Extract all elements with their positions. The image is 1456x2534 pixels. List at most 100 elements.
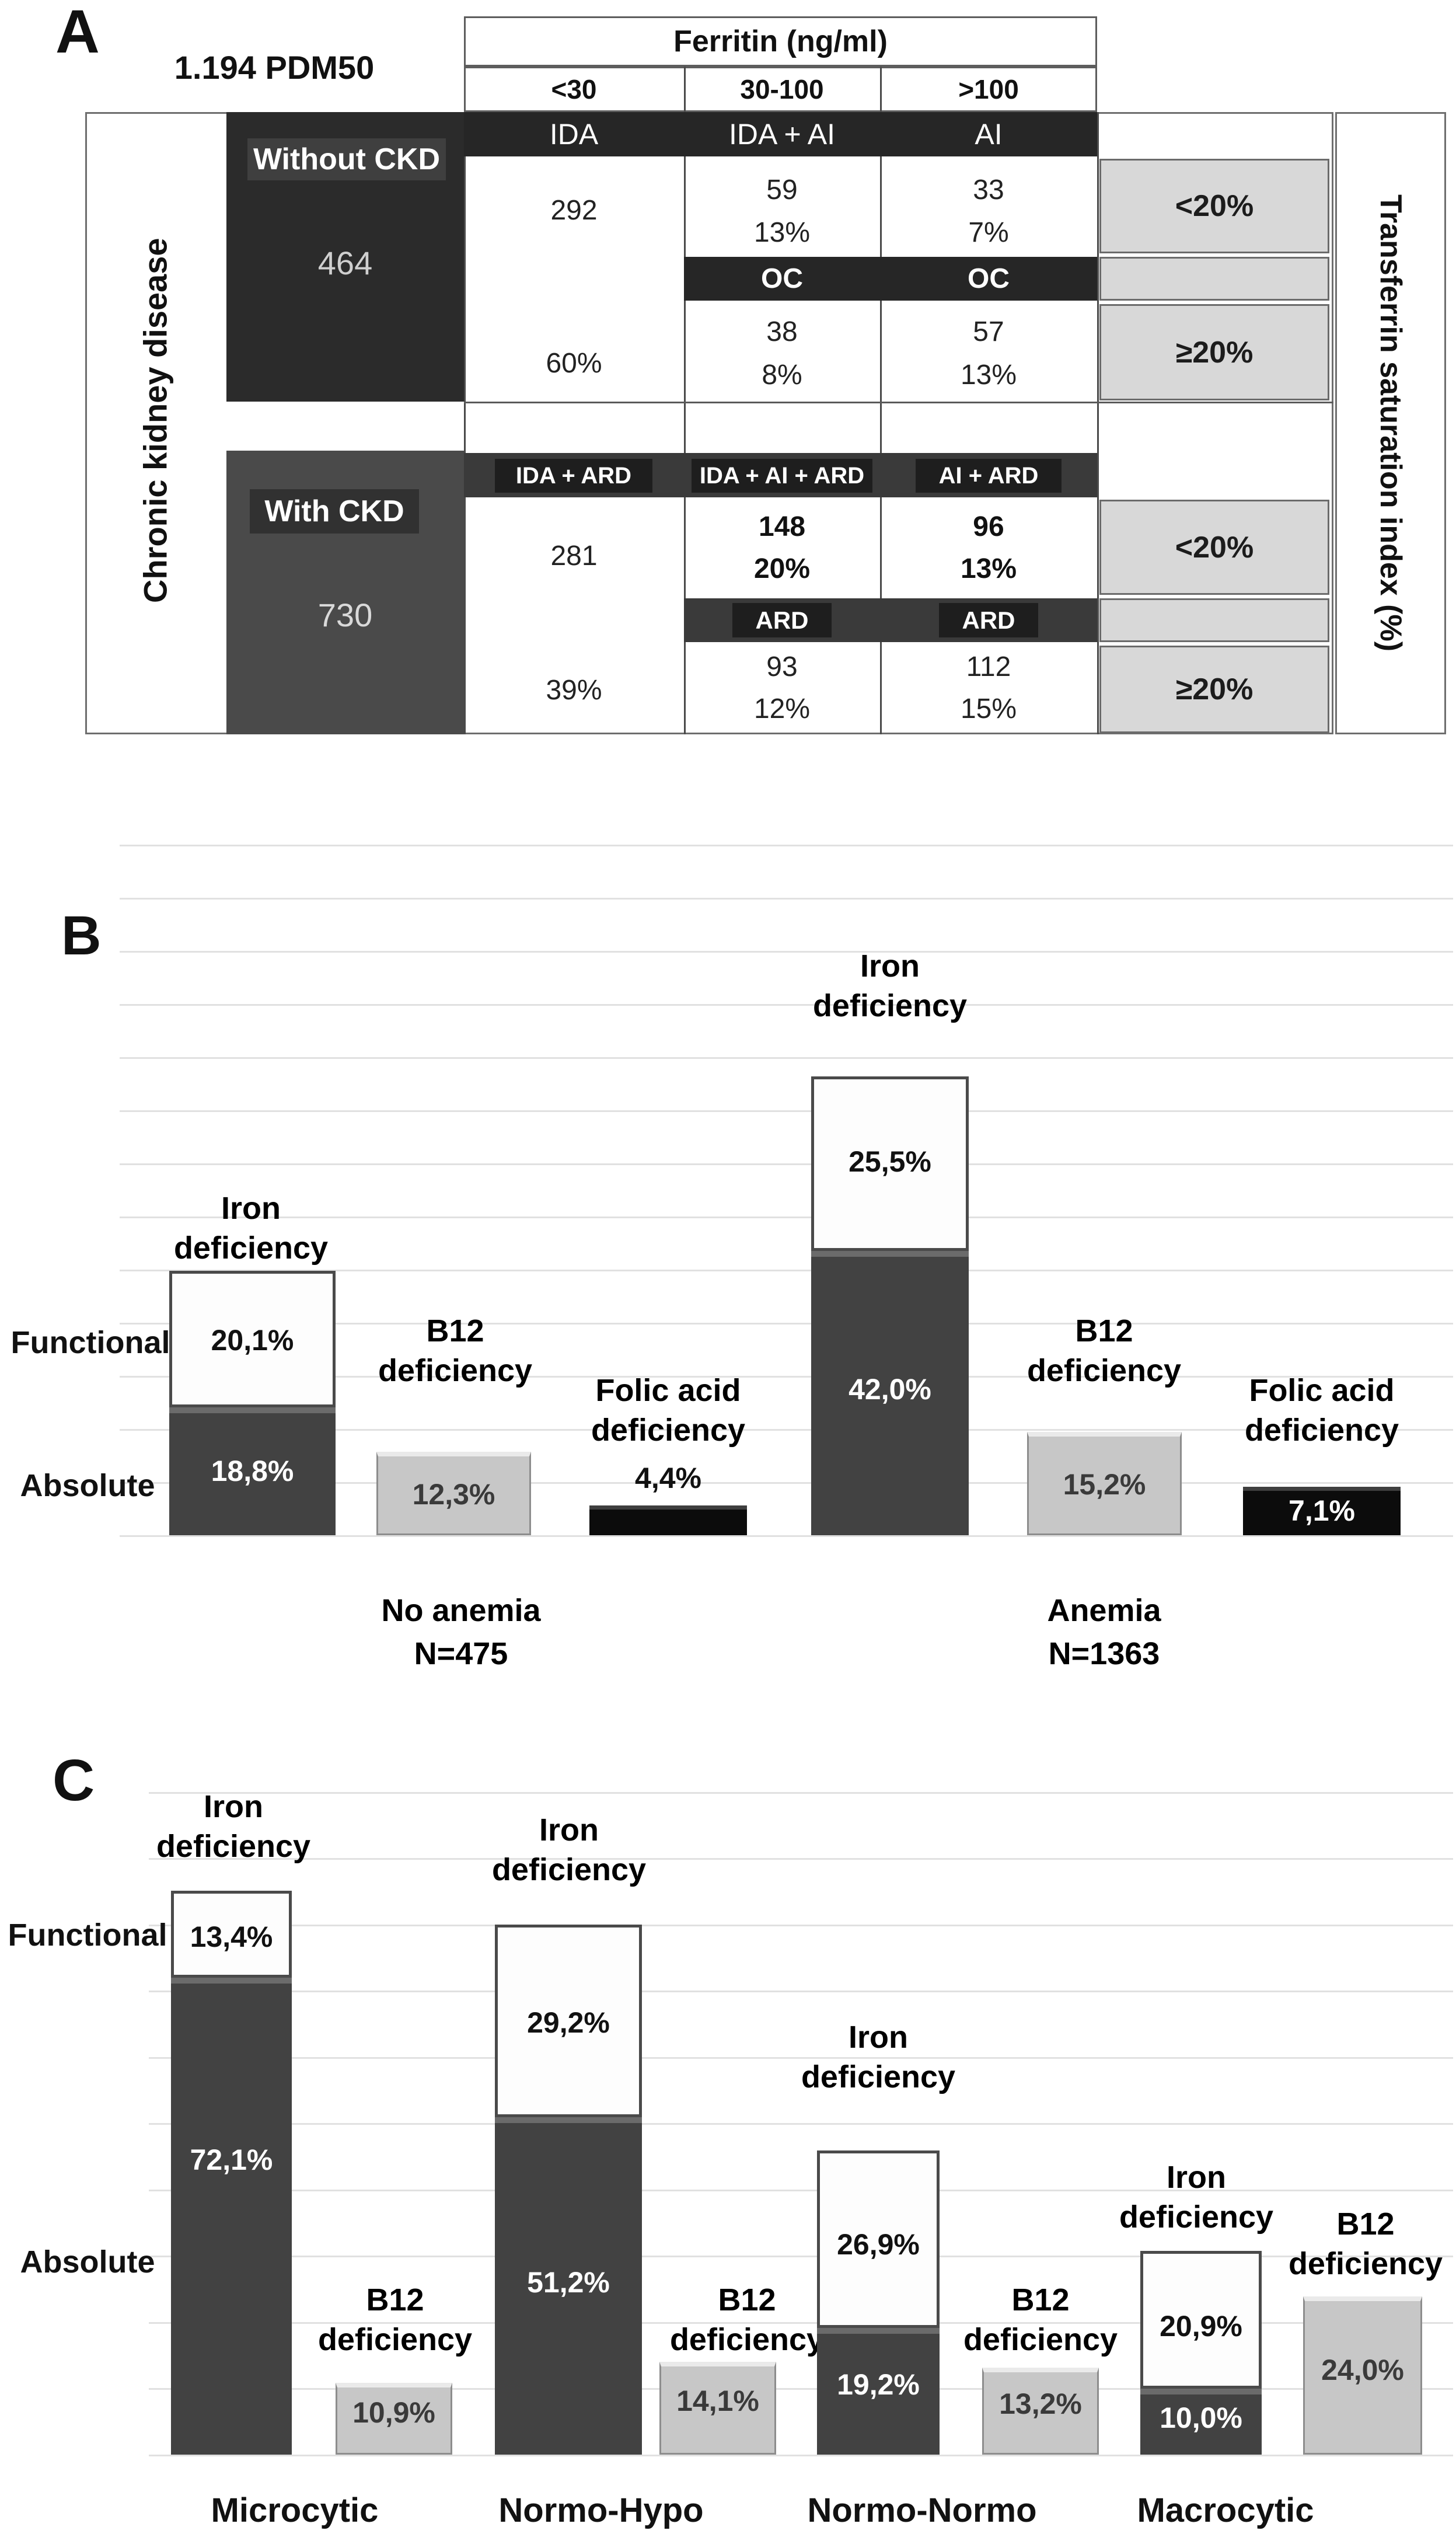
bar-label: B12 deficiency [1288, 2207, 1443, 2281]
gridline [120, 951, 1453, 953]
gridline [149, 1792, 1453, 1794]
divider [880, 67, 882, 112]
panel-c-letter: C [53, 1748, 95, 1813]
bar-value: 10,9% [352, 2396, 435, 2429]
cell-pct: 8% [762, 359, 802, 391]
gridline [120, 845, 1453, 846]
panel-a-letter: A [55, 0, 100, 66]
bar-functional-segment [495, 1925, 642, 2117]
bar-functional-segment [817, 2150, 940, 2328]
bar-functional-segment [171, 1891, 292, 1978]
bar-value: 72,1% [190, 2143, 273, 2176]
bar-label: Folic acid deficiency [1244, 1373, 1399, 1448]
group-label-no-anemia: No anemia N=475 [381, 1593, 541, 1671]
gridline [120, 1110, 1453, 1112]
cell-pct: 13% [960, 359, 1017, 391]
bar-value: 10,0% [1160, 2401, 1242, 2434]
gridline [120, 1323, 1453, 1324]
ferritin-header: Ferritin (ng/ml) [464, 16, 1097, 67]
cell-pct: 7% [968, 217, 1009, 248]
gridline [120, 1004, 1453, 1006]
bar-functional-segment [169, 1271, 336, 1407]
bar-label: B12 deficiency [1026, 1313, 1182, 1388]
without-ckd-n: 464 [317, 244, 373, 281]
ard-label: ARD [939, 603, 1038, 637]
with-ckd-n: 730 [317, 596, 373, 633]
bar-label: Iron deficiency [1119, 2160, 1274, 2235]
bar-absolute-segment [811, 1251, 969, 1535]
bar-value: 24,0% [1321, 2354, 1404, 2386]
bar-label: Iron deficiency [156, 1789, 311, 1864]
functional-row-label: Functional [11, 1325, 170, 1360]
bar-value: 7,1% [1289, 1494, 1355, 1527]
gridline [149, 2190, 1453, 2191]
tsi-ge20-without: ≥20% [1099, 304, 1329, 400]
without-ckd-label: Without CKD [247, 138, 446, 180]
gridline [149, 2455, 1453, 2456]
bar-b12 [659, 2362, 776, 2455]
cell-n: 59 [766, 174, 798, 205]
diagnosis-ida-ai: IDA + AI [728, 118, 836, 151]
bar-value: 13,4% [190, 1920, 273, 1953]
bar-absolute-segment [495, 2117, 642, 2455]
group-label-anemia: Anemia N=1363 [1047, 1593, 1161, 1671]
tsi-ge20-with: ≥20% [1099, 646, 1329, 733]
cell-n: 148 [758, 511, 806, 542]
tsi-blank-with [1099, 598, 1329, 642]
bar-value: 4,4% [635, 1462, 701, 1494]
divider [880, 156, 882, 734]
cell-n: 33 [973, 174, 1004, 205]
bar-label: Iron deficiency [491, 1813, 647, 1887]
bar-value: 29,2% [527, 2006, 610, 2039]
bar-b12 [982, 2368, 1099, 2455]
cell-pct: 15% [960, 693, 1017, 724]
ferritin-col-30-100: 30-100 [740, 74, 824, 104]
cell-n: 93 [766, 651, 798, 682]
ferritin-col-lt30: <30 [551, 74, 597, 104]
gridline [149, 1858, 1453, 1860]
cell-n: 38 [766, 316, 798, 347]
diagnosis-ai-ard: AI + ARD [916, 459, 1062, 493]
ckd-axis-label: Chronic kidney disease [137, 238, 174, 603]
cell-pct: 20% [753, 553, 811, 584]
gridline [120, 1270, 1453, 1271]
bar-functional-segment [811, 1076, 969, 1251]
bar-label: Iron deficiency [801, 2020, 956, 2094]
bar-label: Iron deficiency [812, 949, 968, 1023]
gridline [149, 1925, 1453, 1926]
divider [1097, 112, 1099, 734]
bar-label: B12 deficiency [669, 2282, 825, 2357]
category-normo-normo: Normo-Normo [807, 2491, 1037, 2529]
bar-value: 12,3% [412, 1478, 495, 1511]
bar-absolute-segment [171, 1978, 292, 2455]
gridline [149, 2322, 1453, 2324]
bar-label: B12 deficiency [963, 2282, 1118, 2357]
gridline [149, 2256, 1453, 2257]
gridline [120, 1163, 1453, 1165]
bar-value: 26,9% [837, 2228, 920, 2261]
bar-value: 15,2% [1063, 1468, 1146, 1501]
bar-label: Folic acid deficiency [591, 1373, 746, 1448]
absolute-row-label: Absolute [20, 2244, 155, 2279]
cell-pct: 39% [546, 674, 602, 706]
section-divider [464, 402, 1333, 403]
functional-row-label: Functional [8, 1918, 167, 1953]
absolute-row-label: Absolute [20, 1468, 155, 1503]
diagnosis-band-without-ckd [464, 112, 1097, 156]
bar-absolute-segment [1140, 2389, 1262, 2455]
gridline [120, 1535, 1453, 1537]
cell-n: 96 [973, 511, 1004, 542]
bar-label: B12 deficiency [378, 1313, 533, 1388]
bar-value: 13,2% [999, 2387, 1082, 2420]
tsi-lt20-without: <20% [1099, 159, 1329, 253]
ferritin-col-gt100: >100 [958, 74, 1019, 104]
divider [684, 156, 686, 734]
bar-b12 [1027, 1432, 1182, 1535]
bar-b12 [376, 1452, 531, 1535]
gridline [120, 1376, 1453, 1378]
tsi-lt20-with: <20% [1099, 500, 1329, 595]
divider [464, 156, 466, 734]
cell-pct: 13% [960, 553, 1017, 584]
ard-label: ARD [732, 603, 832, 637]
